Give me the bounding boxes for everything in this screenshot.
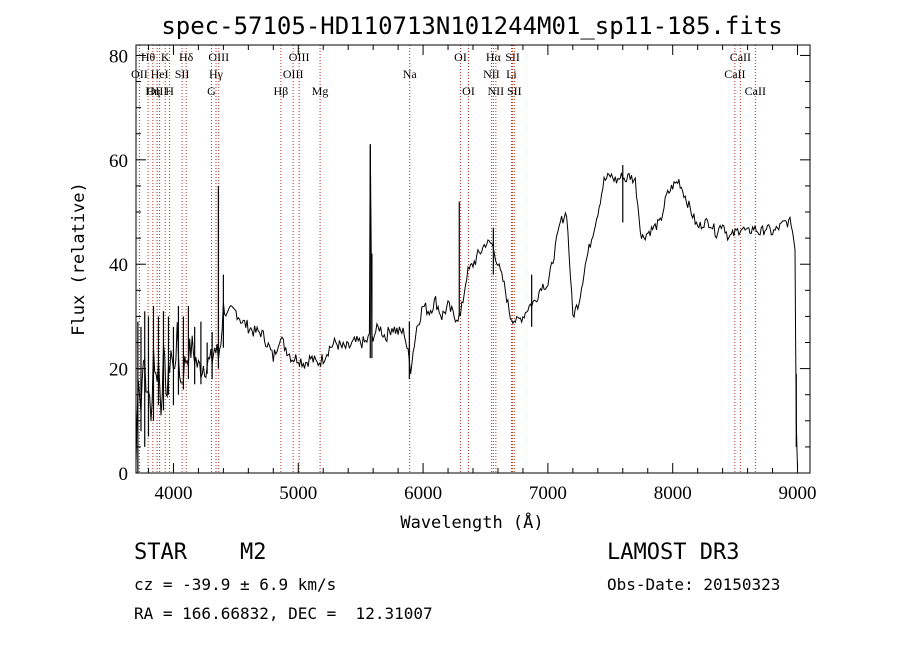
x-tick-label: 5000 [279, 483, 317, 504]
spectral-line-label: CaII [730, 50, 751, 64]
spectral-line-label: NII [488, 84, 505, 98]
x-tick-label: 4000 [154, 483, 192, 504]
spectral-line-label: OIII [147, 84, 168, 98]
spectrum-line [135, 144, 798, 468]
coordinates: RA = 166.66832, DEC = 12.31007 [134, 604, 433, 623]
spectral-line-label: Hβ [274, 84, 289, 98]
y-axis-label: Flux (relative) [69, 182, 89, 336]
spectral-line-label: SII [505, 50, 520, 64]
spectral-line-label: K [161, 50, 170, 64]
axes: 4000 5000 6000 7000 8000 9000 0 20 40 60 80 [109, 45, 817, 504]
x-tick-label: 9000 [779, 483, 817, 504]
spectral-line-label: Hγ [209, 67, 224, 81]
spectral-line-label: OII [131, 67, 148, 81]
spectral-line-label: OI [454, 50, 467, 64]
spectral-line-label: CaII [745, 84, 766, 98]
x-tick-label: 8000 [654, 483, 692, 504]
spectral-line-label: OI [462, 84, 475, 98]
chart-title: spec-57105-HD110713N101244M01_sp11-185.f… [161, 12, 782, 40]
observation-date: Obs-Date: 20150323 [607, 575, 781, 594]
spectral-line-label: OIII [208, 50, 229, 64]
y-tick-label: 20 [109, 360, 128, 381]
redshift-velocity: cz = -39.9 ± 6.9 km/s [134, 575, 337, 594]
spectral-line-label: G [207, 84, 216, 98]
y-tick-label: 0 [119, 464, 129, 485]
spectral-line-label: SII [175, 67, 190, 81]
survey-name: LAMOST DR3 [607, 540, 740, 565]
x-tick-label: 6000 [404, 483, 442, 504]
plot-frame [135, 44, 811, 474]
subclass: M2 [240, 540, 267, 565]
spectral-line-label: Na [403, 67, 418, 81]
y-tick-label: 60 [109, 151, 128, 172]
object-class: STAR [134, 540, 187, 565]
spectral-line-label: CaII [724, 67, 745, 81]
spectral-line-label: Mg [312, 84, 329, 98]
y-tick-label: 80 [109, 46, 128, 67]
y-tick-label: 40 [109, 255, 128, 276]
spectral-line-label: NII [483, 67, 500, 81]
spectral-line-label: Hα [486, 50, 502, 64]
spectrum-series [135, 144, 798, 473]
spectral-line-label: SII [507, 84, 522, 98]
x-tick-label: 7000 [529, 483, 567, 504]
spectral-line-label: H [165, 84, 174, 98]
x-axis-label: Wavelength (Å) [400, 511, 543, 533]
spectral-line-label: OIII [289, 50, 310, 64]
spectral-line-label: Hη [145, 84, 160, 98]
spectral-line-label: Li [506, 67, 517, 81]
spectral-line-label: HeI [151, 67, 169, 81]
spectral-line-label: Hδ [179, 50, 194, 64]
spectral-line-label: OIII [283, 67, 304, 81]
spectral-line-label: Hθ [141, 50, 156, 64]
